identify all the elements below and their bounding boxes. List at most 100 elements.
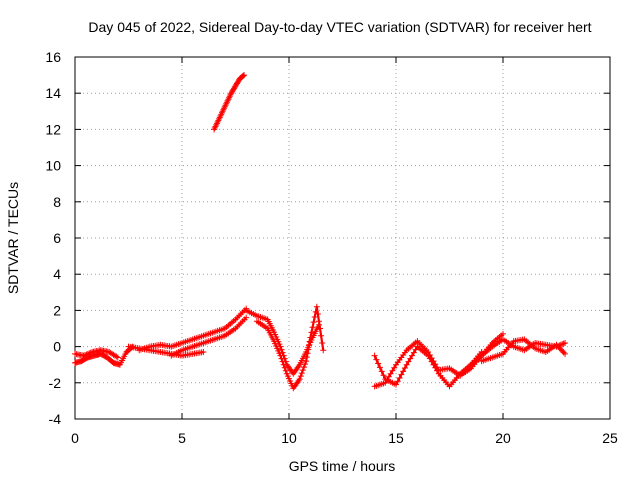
data-point [313,303,320,310]
y-tick-label: 6 [53,230,61,246]
data-point [401,365,408,372]
data-point [280,361,287,368]
data-point [403,361,410,368]
data-point [305,346,312,353]
data-point [382,379,389,386]
data-point [81,352,88,359]
data-point [278,355,285,362]
data-point [407,355,414,362]
data-point [305,342,312,349]
data-point [298,370,305,377]
data-point [87,349,94,356]
x-tick-label: 0 [71,430,79,446]
series-seg-morning-2 [136,305,250,354]
data-point [375,360,382,367]
data-point [299,367,306,374]
data-point [317,325,324,332]
data-point [240,72,247,79]
data-point [409,352,416,359]
data-point [432,361,439,368]
data-point [560,340,567,347]
y-tick-label: 14 [45,85,61,101]
data-point [239,73,246,80]
y-tick-label: 12 [45,121,61,137]
data-point [318,332,325,339]
data-point [371,352,378,359]
y-tick-label: -2 [49,375,62,391]
data-point [384,376,391,383]
data-point [393,381,399,388]
y-axis-label: SDTVAR / TECUs [5,182,21,294]
data-point [303,358,310,365]
data-points [72,72,569,392]
data-point [387,370,394,377]
data-point [380,372,387,379]
data-point [434,364,441,371]
data-point [394,378,401,385]
data-point [303,354,310,361]
data-point [281,364,288,371]
data-point [241,72,248,79]
data-point [319,339,326,346]
data-point [300,364,307,371]
data-point [559,341,566,348]
y-tick-label: 4 [53,266,61,282]
y-tick-label: 2 [53,302,61,318]
data-point [425,349,432,356]
data-point [306,338,313,345]
y-tick-label: 16 [45,49,61,65]
data-point [277,343,284,350]
data-point [304,350,311,357]
x-axis-label: GPS time / hours [289,458,396,474]
data-point [243,314,250,321]
data-point [398,371,405,378]
data-point [302,361,309,368]
data-point [389,367,396,374]
data-point [391,364,398,371]
data-point [279,358,286,365]
series-seg-evening-2 [478,336,569,365]
data-point [320,347,327,354]
data-point [412,346,419,353]
data-point [430,358,437,365]
data-point [428,355,435,362]
x-tick-label: 20 [495,430,511,446]
axis-ticks: 0 5 10 15 20 25 -4 -2 0 2 4 6 8 10 12 14 16 [45,49,618,446]
data-point [113,353,120,360]
data-point [200,349,207,356]
data-point [376,364,383,371]
y-tick-label: 10 [45,158,61,174]
data-point [84,350,91,357]
data-point [279,349,286,356]
data-point [309,324,316,331]
data-point [83,351,90,358]
data-point [500,330,506,337]
grid-lines [75,57,610,419]
data-point [562,350,569,357]
y-tick-label: 0 [53,339,61,355]
x-tick-label: 25 [602,430,618,446]
series-seg-high-arc [211,72,248,133]
data-point [307,334,314,341]
data-point [86,350,93,357]
y-tick-label: -4 [49,411,62,427]
series-seg-morning-3 [168,314,250,359]
data-point [315,318,322,325]
data-point [311,314,318,321]
data-point [410,349,417,356]
series-seg-early-morning-b [72,347,121,361]
data-point [277,352,284,359]
data-point [296,376,303,383]
data-point [378,368,385,375]
x-tick-label: 10 [281,430,297,446]
data-point [314,311,321,318]
data-point [297,373,304,380]
data-point [373,356,380,363]
data-point [405,358,412,365]
data-point [282,367,289,374]
data-point [278,346,285,353]
series-seg-midday-2 [253,303,327,392]
data-point [562,339,569,346]
data-point [400,368,407,375]
